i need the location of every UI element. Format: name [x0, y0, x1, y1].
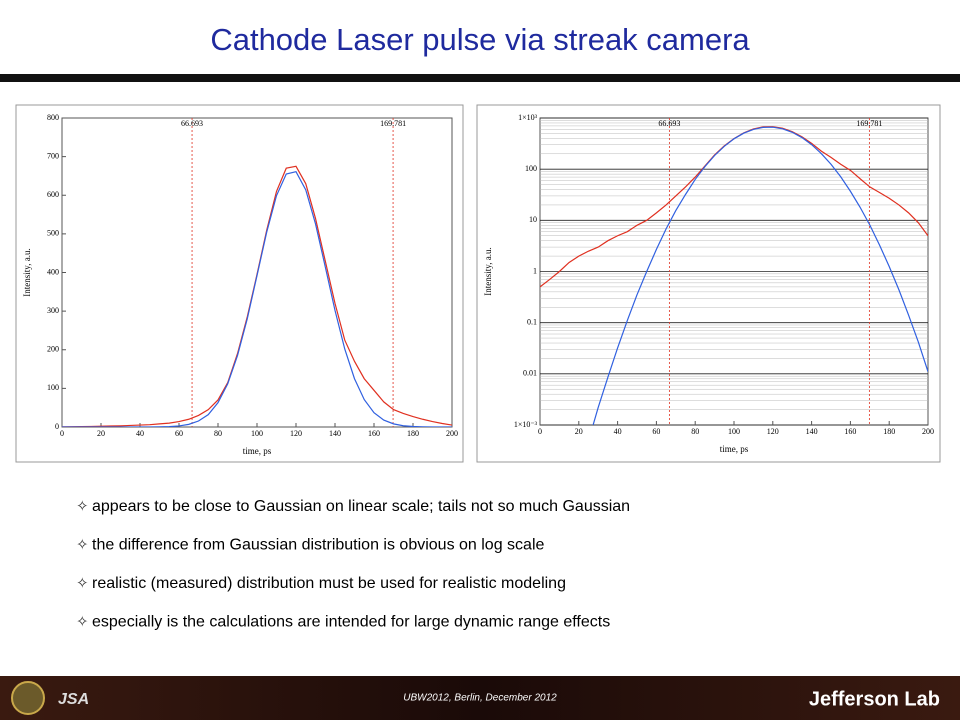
footer-text: UBW2012, Berlin, December 2012 — [403, 693, 557, 704]
y-tick-label: 400 — [47, 267, 59, 276]
bullet-text: the difference from Gaussian distributio… — [92, 537, 545, 554]
y-axis-label: Intensity, a.u. — [483, 247, 493, 295]
marker-label: 169.781 — [380, 119, 406, 128]
logo-left: JSA — [58, 691, 89, 708]
y-tick-label: 0.1 — [527, 317, 537, 326]
x-tick-label: 60 — [652, 427, 660, 436]
x-tick-label: 200 — [446, 429, 458, 438]
x-tick-label: 100 — [251, 429, 263, 438]
x-tick-label: 200 — [922, 427, 934, 436]
y-tick-label: 100 — [525, 164, 537, 173]
marker-label: 66.693 — [181, 119, 203, 128]
x-tick-label: 80 — [214, 429, 222, 438]
x-tick-label: 40 — [614, 427, 622, 436]
slide-title: Cathode Laser pulse via streak camera — [210, 22, 750, 57]
x-tick-label: 120 — [290, 429, 302, 438]
logo-right: Jefferson Lab — [809, 688, 940, 710]
y-tick-label: 200 — [47, 345, 59, 354]
bullet-icon: ✧ — [76, 536, 89, 553]
marker-label: 169.781 — [856, 119, 882, 128]
y-tick-label: 300 — [47, 306, 59, 315]
x-tick-label: 180 — [407, 429, 419, 438]
x-tick-label: 180 — [883, 427, 895, 436]
x-tick-label: 140 — [329, 429, 341, 438]
title-bar — [0, 74, 960, 82]
y-axis-label: Intensity, a.u. — [22, 248, 32, 296]
y-tick-label: 800 — [47, 113, 59, 122]
x-tick-label: 100 — [728, 427, 740, 436]
y-tick-label: 10 — [529, 215, 537, 224]
y-tick-label: 1×10³ — [518, 113, 538, 122]
bullet-text: appears to be close to Gaussian on linea… — [92, 498, 630, 515]
y-tick-label: 1×10⁻³ — [514, 420, 538, 429]
bullet-text: especially is the calculations are inten… — [92, 614, 610, 631]
x-tick-label: 60 — [175, 429, 183, 438]
bullet-icon: ✧ — [76, 575, 89, 592]
marker-label: 66.693 — [658, 119, 680, 128]
y-tick-label: 100 — [47, 383, 59, 392]
x-tick-label: 0 — [538, 427, 542, 436]
chart: 1×10⁻³ 0.01 0.1 1 10 100 1×10³ 0 20 40 60 80 100 120 1… — [476, 104, 941, 463]
y-tick-label: 0.01 — [523, 369, 537, 378]
x-tick-label: 20 — [97, 429, 105, 438]
x-tick-label: 160 — [844, 427, 856, 436]
bullet-text: realistic (measured) distribution must b… — [92, 575, 566, 592]
series-line — [592, 126, 928, 425]
x-tick-label: 120 — [767, 427, 779, 436]
x-tick-label: 20 — [575, 427, 583, 436]
x-axis-label: time, ps — [243, 446, 272, 456]
y-tick-label: 500 — [47, 229, 59, 238]
x-tick-label: 0 — [60, 429, 64, 438]
x-tick-label: 140 — [806, 427, 818, 436]
y-tick-label: 0 — [55, 422, 59, 431]
logo-seal — [11, 681, 45, 715]
y-tick-label: 1 — [533, 266, 537, 275]
x-tick-label: 80 — [691, 427, 699, 436]
x-tick-label: 40 — [136, 429, 144, 438]
bullet-icon: ✧ — [76, 613, 89, 630]
chart: 0 100 200 300 400 500 600 700 800 0 20 40 60 80 100 120… — [15, 104, 464, 463]
x-axis-label: time, ps — [720, 444, 749, 454]
bullet-icon: ✧ — [76, 498, 89, 515]
series-line — [62, 170, 452, 427]
bullet-list: ✧ appears to be close to Gaussian on line… — [76, 498, 630, 631]
x-tick-label: 160 — [368, 429, 380, 438]
y-tick-label: 600 — [47, 190, 59, 199]
y-tick-label: 700 — [47, 151, 59, 160]
footer-bar — [0, 676, 960, 720]
